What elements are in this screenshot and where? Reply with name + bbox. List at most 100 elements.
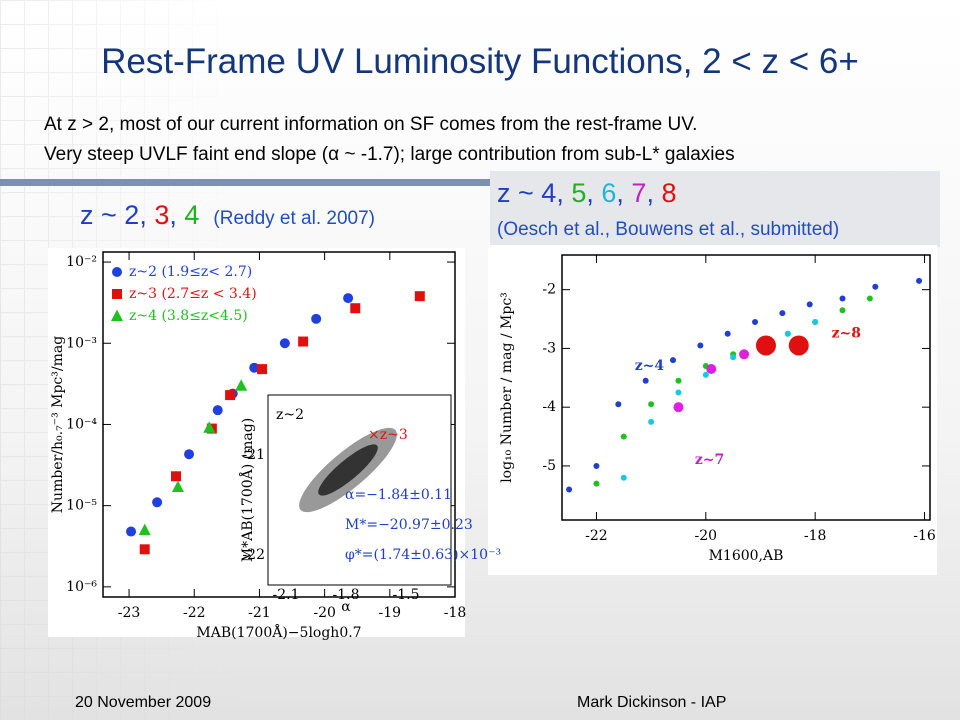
x-tick-label: -18 [444,605,467,621]
inset-text: z~2 [276,407,304,423]
point [350,303,361,314]
point [620,474,627,481]
heading-part: , [556,178,572,208]
point [311,313,322,324]
point [866,295,873,302]
footer-date: 20 November 2009 [75,694,212,711]
point [916,277,923,284]
y-tick-label: -4 [542,399,556,415]
point [788,335,809,356]
heading-part: , [646,178,662,208]
point [184,449,195,460]
x-tick-label: -21 [248,605,271,621]
point [212,405,223,416]
y-tick-label: 10⁻⁶ [66,579,97,595]
bullet: At z > 2, most of our current informatio… [44,114,698,135]
inset-tick: -1.5 [393,587,420,603]
x-tick-label: -16 [913,528,936,544]
point [812,318,819,325]
heading-part: z ~ [497,178,542,208]
citation: (Reddy et al. 2007) [213,208,375,229]
inset-tick: -22 [242,547,265,563]
heading-box [490,171,940,247]
y-tick-label: -3 [542,340,556,356]
point [152,497,163,508]
heading-part: 6 [601,178,617,208]
heading-part: , [616,178,632,208]
point [279,338,290,349]
left-heading: z ~ 2, 3, 4 (Reddy et al. 2007) [80,200,375,231]
point [171,480,184,492]
point [697,342,704,349]
point [730,354,737,361]
point [257,364,268,375]
annotation: z~4 [635,358,665,374]
x-axis-label: M1600,AB [709,548,784,564]
point [566,486,573,493]
point [872,283,879,290]
point [620,433,627,440]
y-tick-label: 10⁻⁴ [66,416,97,432]
point [839,307,846,314]
annotation: z~8 [832,326,861,342]
x-tick-label: -20 [313,605,336,621]
heading-part: , [586,178,602,208]
point [706,363,717,374]
heading-part: 3 [154,200,170,230]
point [343,293,354,304]
heading-part: z ~ [80,200,125,230]
y-axis-label: Number/h₀.₇⁻³ Mpc³/mag [50,336,66,513]
inset-text: φ*=(1.74±0.63)×10⁻³ [345,547,501,563]
x-tick-label: -18 [804,528,827,544]
point [225,390,236,401]
point [298,336,309,347]
x-axis-label: MAB(1700Å)−5logh0.7 [196,623,361,641]
heading-part: , [139,200,155,230]
point [779,310,786,317]
point [648,401,655,408]
heading-part: , [169,200,185,230]
point [138,523,151,536]
point [593,462,600,469]
y-tick-label: 10⁻³ [66,335,97,351]
inset-tick: -21 [242,447,265,463]
x-tick-label: -22 [183,605,206,621]
x-tick-label: -22 [585,528,608,544]
inset-text: α=−1.84±0.11 [345,487,452,503]
heading-part: 4 [541,178,557,208]
plot-frame [561,254,931,521]
heading-part: 5 [571,178,587,208]
heading-part: 4 [184,200,200,230]
y-tick-label: -2 [542,282,556,298]
inset-x-label: α [341,599,351,615]
y-axis-label: log₁₀ Number / mag / Mpc³ [499,292,515,483]
point [673,402,684,413]
point [126,526,137,537]
bullet: Very steep UVLF faint end slope (α ~ -1.… [44,144,735,165]
legend-label: z~4 (3.8≤z<4.5) [129,308,248,324]
annotation: z~7 [695,452,724,468]
point [593,480,600,487]
point [615,401,622,408]
y-tick-label: -5 [542,458,556,474]
y-tick-label: 10⁻² [66,254,97,270]
point [235,379,248,391]
point [670,357,677,364]
inset-tick: -1.8 [333,587,360,603]
point [675,389,682,396]
point [642,377,649,384]
x-tick-label: -19 [379,605,402,621]
right-heading: z ~ 4, 5, 6, 7, 8 [497,178,677,209]
x-tick-label: -20 [695,528,718,544]
point [739,349,750,360]
heading-part: 8 [661,178,677,208]
inset-frame [267,394,452,586]
point [171,471,182,482]
point [806,301,813,308]
heading-part: 7 [631,178,647,208]
inset-y-label: M*AB(1700Å) (mag) [238,418,256,562]
inset-tick: -2.1 [273,587,300,603]
point [112,289,122,299]
point [752,318,759,325]
